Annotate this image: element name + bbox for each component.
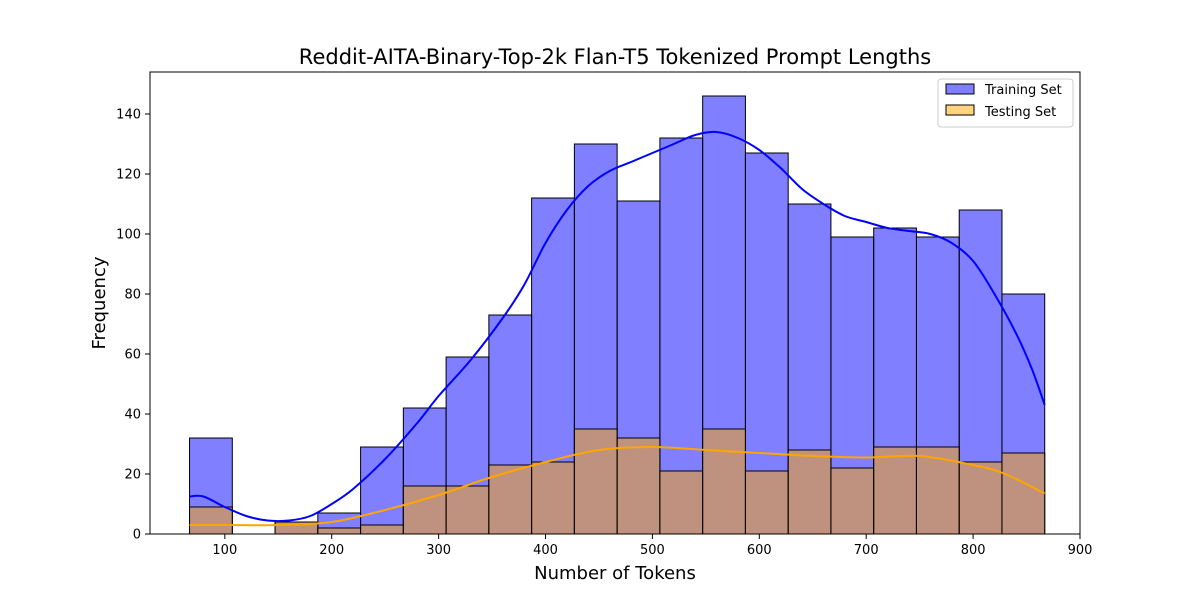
testing-bar — [402, 485, 447, 535]
y-tick-label: 80 — [124, 288, 141, 303]
testing-bar — [445, 485, 490, 535]
x-tick-label: 200 — [319, 543, 344, 558]
testing-kde-line — [189, 445, 1046, 527]
testing-bar — [958, 461, 1003, 535]
testing-bar — [787, 449, 832, 535]
plot-frame — [149, 71, 1081, 535]
y-axis-title: Frequency — [89, 256, 110, 349]
testing-bar — [830, 467, 875, 535]
testing-bar — [1001, 452, 1046, 535]
testing-bar — [573, 428, 618, 535]
x-tick-label: 600 — [747, 543, 772, 558]
y-tick-label: 100 — [116, 228, 141, 243]
testing-bar — [659, 470, 704, 535]
testing-bars — [189, 428, 1046, 535]
testing-bar — [616, 437, 661, 535]
legend-swatch-training — [945, 83, 975, 95]
x-axis-title: Number of Tokens — [534, 563, 696, 584]
x-axis-ticks: 100 200 300 400 500 600 700 800 900 — [212, 534, 1092, 558]
x-tick-label: 900 — [1068, 543, 1093, 558]
y-tick-label: 60 — [124, 348, 141, 363]
training-bar — [360, 446, 404, 535]
chart-title: Reddit-AITA-Binary-Top-2k Flan-T5 Tokeni… — [299, 45, 931, 69]
testing-bar — [360, 524, 404, 535]
training-kde-line — [189, 130, 1046, 523]
testing-bar — [915, 446, 960, 535]
testing-bar — [744, 470, 789, 535]
legend: Training Set Testing Set — [937, 78, 1074, 128]
y-tick-label: 40 — [124, 408, 141, 423]
y-tick-label: 120 — [116, 168, 141, 183]
y-tick-label: 20 — [124, 468, 141, 483]
training-bar — [659, 137, 704, 535]
testing-bar — [531, 461, 575, 535]
legend-swatch-testing — [945, 104, 975, 116]
x-tick-label: 300 — [426, 543, 451, 558]
y-tick-label: 140 — [116, 108, 141, 123]
legend-label-training: Training Set — [984, 83, 1062, 98]
x-tick-label: 400 — [533, 543, 558, 558]
y-tick-label: 0 — [133, 528, 141, 543]
testing-bar — [189, 506, 233, 535]
x-tick-label: 800 — [961, 543, 986, 558]
kde-lines — [189, 130, 1046, 527]
x-tick-label: 700 — [854, 543, 879, 558]
testing-bar — [702, 428, 746, 535]
y-axis-ticks: 0 20 40 60 80 100 120 140 — [116, 108, 150, 543]
x-tick-label: 500 — [640, 543, 665, 558]
x-tick-label: 100 — [212, 543, 237, 558]
testing-bar — [317, 527, 362, 535]
legend-label-testing: Testing Set — [984, 105, 1056, 120]
testing-bar — [873, 446, 917, 535]
